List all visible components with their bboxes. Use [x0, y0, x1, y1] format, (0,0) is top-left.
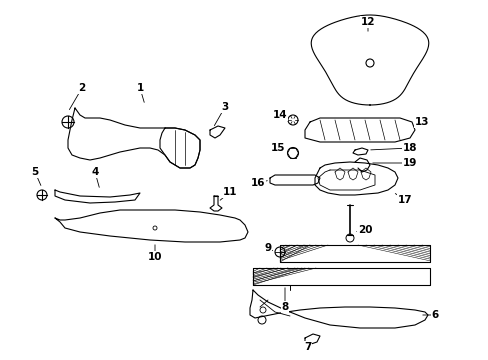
Text: 1: 1	[136, 83, 143, 93]
Text: 17: 17	[397, 195, 411, 205]
Text: 9: 9	[264, 243, 271, 253]
Text: 19: 19	[402, 158, 416, 168]
Text: 12: 12	[360, 17, 374, 27]
Text: 2: 2	[78, 83, 85, 93]
Text: 8: 8	[281, 302, 288, 312]
Text: 3: 3	[221, 102, 228, 112]
Text: 6: 6	[430, 310, 438, 320]
Text: 4: 4	[91, 167, 99, 177]
Text: 16: 16	[250, 178, 264, 188]
Text: 18: 18	[402, 143, 416, 153]
Text: 5: 5	[31, 167, 39, 177]
Text: 10: 10	[147, 252, 162, 262]
Text: 7: 7	[304, 342, 311, 352]
Text: 11: 11	[223, 187, 237, 197]
Text: 15: 15	[270, 143, 285, 153]
Text: 20: 20	[357, 225, 371, 235]
Text: 14: 14	[272, 110, 287, 120]
Text: 13: 13	[414, 117, 428, 127]
